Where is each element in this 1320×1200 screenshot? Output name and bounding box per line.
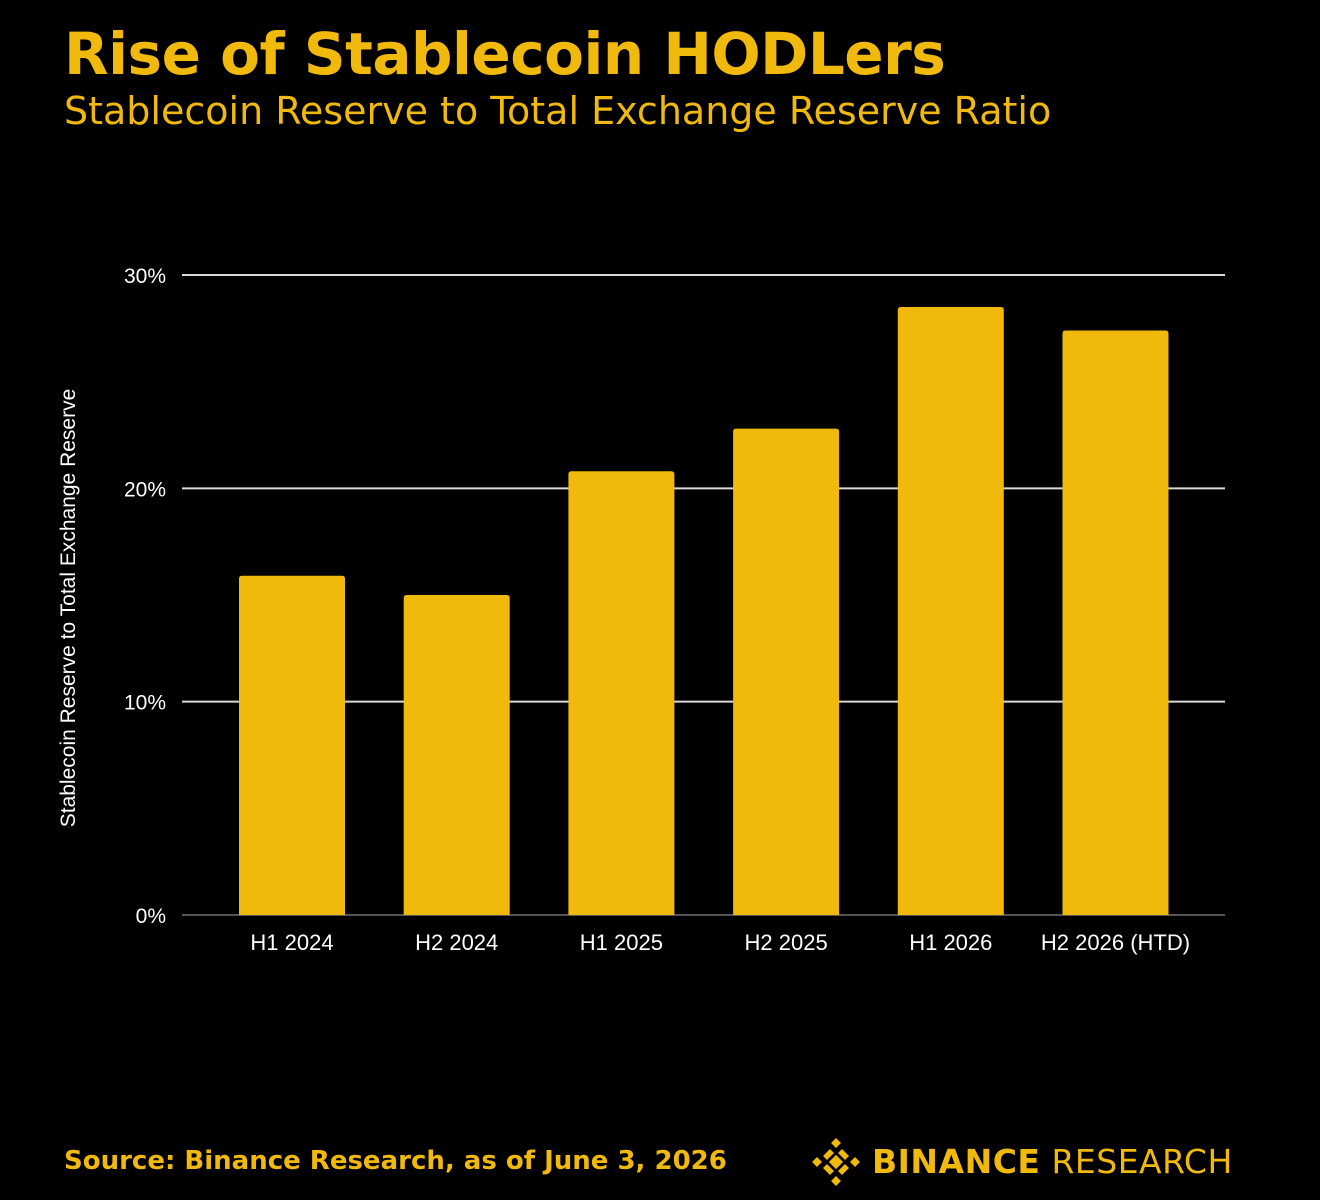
y-axis-label: Stablecoin Reserve to Total Exchange Res…: [57, 389, 80, 828]
chart-title: Rise of Stablecoin HODLers: [64, 20, 946, 88]
bars: [239, 307, 1169, 915]
bar-h2-2026-htd: [1062, 330, 1169, 915]
x-tick-label: H2 2025: [745, 930, 828, 955]
brand-logo-lockup: BINANCE RESEARCH: [810, 1136, 1233, 1188]
chart-subtitle: Stablecoin Reserve to Total Exchange Res…: [64, 89, 1052, 133]
bar-chart: 0% 10% 20% 30% H1 2024 H2 2024 H1 2025 H2 2025…: [57, 265, 1225, 955]
binance-diamond-icon: [812, 1138, 860, 1186]
bar-h2-2024: [403, 595, 510, 915]
brand-name-light: RESEARCH: [1051, 1142, 1233, 1181]
x-tick-labels: H1 2024 H2 2024 H1 2025 H2 2025 H1 2026 H2 20…: [250, 930, 1190, 955]
y-tick-labels: 0% 10% 20% 30%: [124, 265, 166, 928]
bar-h2-2025: [733, 428, 840, 915]
brand-name-bold: BINANCE: [872, 1142, 1041, 1181]
x-tick-label: H2 2026 (HTD): [1041, 930, 1190, 955]
x-tick-label: H1 2026: [909, 930, 992, 955]
y-tick-label: 0%: [136, 905, 166, 928]
x-tick-label: H1 2025: [580, 930, 663, 955]
x-tick-label: H2 2024: [415, 930, 498, 955]
y-tick-label: 20%: [124, 478, 166, 501]
bar-h1-2026: [897, 307, 1004, 915]
bar-h1-2025: [568, 471, 675, 915]
y-tick-label: 10%: [124, 692, 166, 715]
source-note: Source: Binance Research, as of June 3, …: [64, 1146, 727, 1176]
bar-h1-2024: [239, 575, 345, 915]
brand-name: BINANCE RESEARCH: [872, 1142, 1233, 1182]
y-tick-label: 30%: [124, 265, 166, 288]
gridlines: [182, 274, 1225, 916]
x-tick-label: H1 2024: [250, 930, 333, 955]
